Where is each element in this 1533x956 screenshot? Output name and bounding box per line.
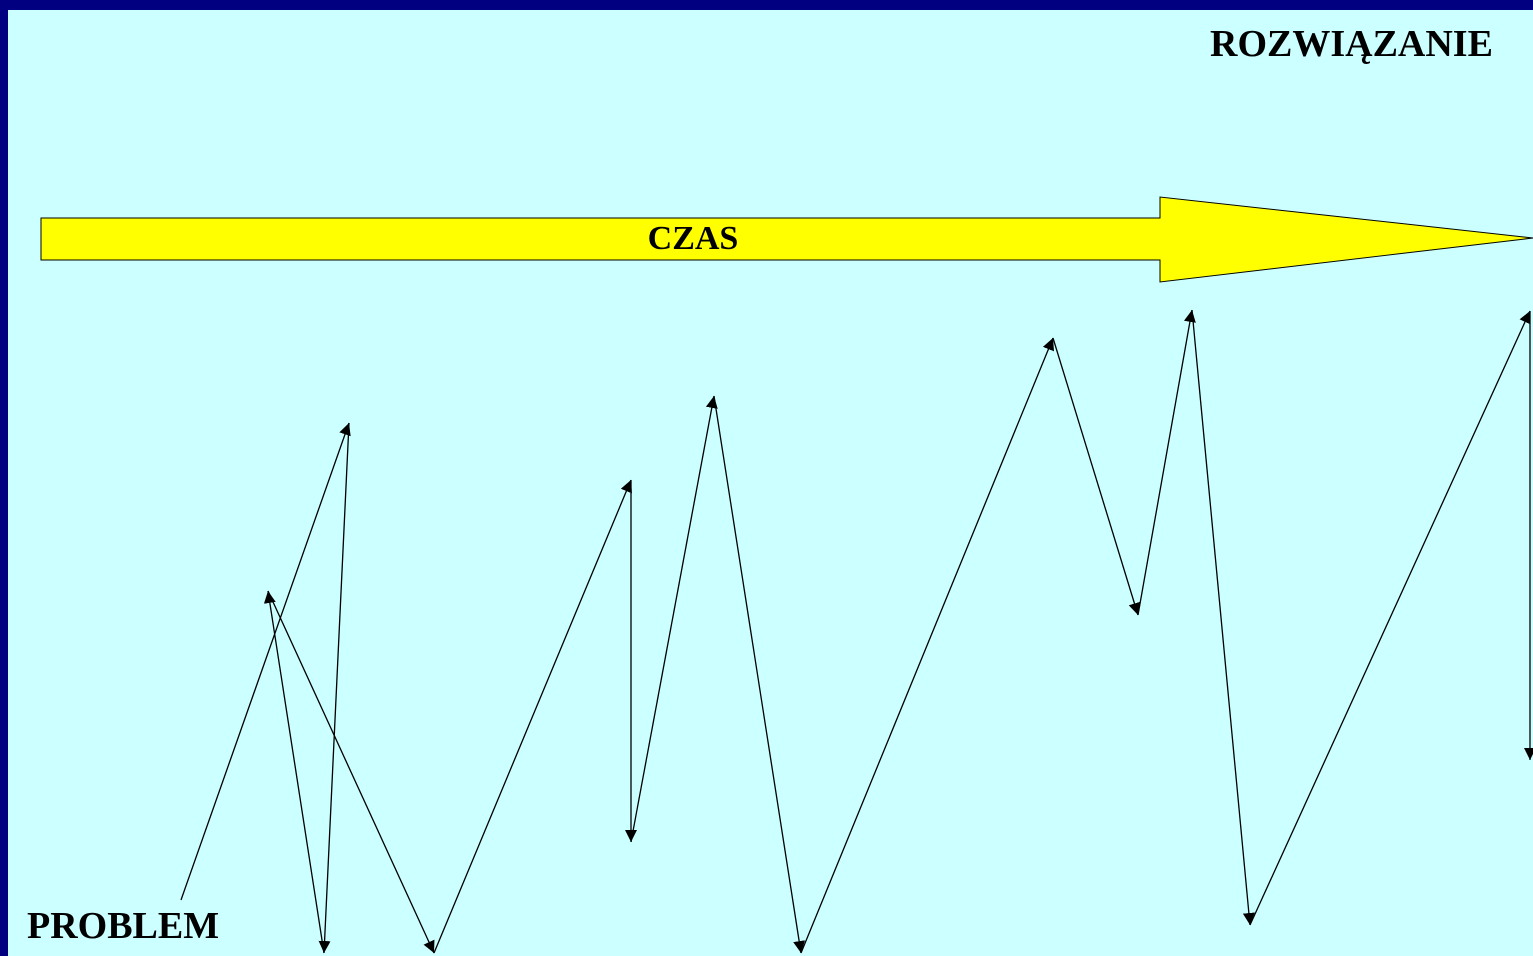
slide-canvas (8, 10, 1533, 956)
path-arrow-13 (1249, 310, 1531, 926)
path-arrow-8 (713, 395, 806, 954)
path-arrow-10 (1052, 337, 1141, 616)
problem-label: PROBLEM (27, 905, 220, 947)
path-arrow-12 (1191, 309, 1255, 926)
solution-label: ROZWIĄZANIE (1210, 23, 1493, 65)
time-arrow (40, 196, 1533, 283)
path-arrow-2 (318, 422, 350, 954)
path-arrow-9 (800, 337, 1055, 954)
path-arrow-4 (267, 590, 435, 954)
path-arrow-1 (180, 422, 351, 901)
path-arrow-3 (263, 590, 325, 954)
path-arrow-11 (1137, 309, 1196, 616)
time-label: CZAS (647, 220, 739, 257)
path-arrow-5 (433, 479, 632, 954)
path-arrow-7 (630, 395, 718, 843)
